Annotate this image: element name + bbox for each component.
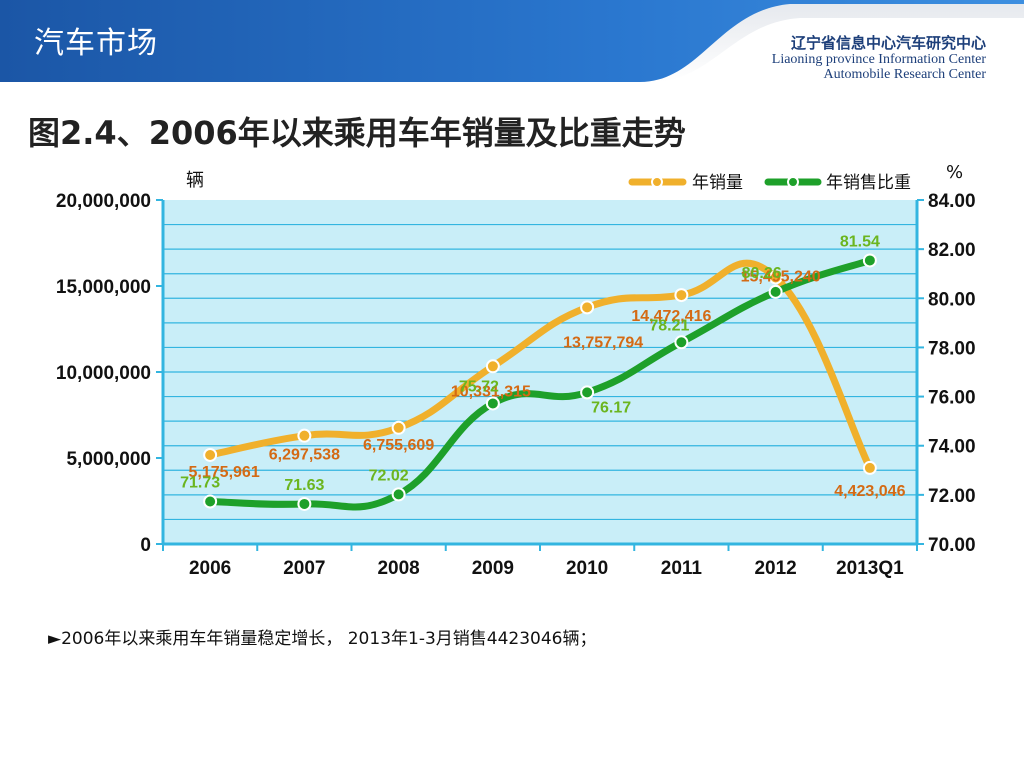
share-data-label: 71.73 — [180, 474, 220, 491]
right-tick-label: 70.00 — [928, 535, 976, 556]
right-tick-label: 78.00 — [928, 338, 976, 359]
sales-point — [203, 447, 218, 462]
sales-data-label: 6,755,609 — [363, 437, 434, 454]
figure-title: 图2.4、2006年以来乘用车年销量及比重走势 — [28, 114, 686, 152]
share-point — [391, 487, 406, 502]
header-background — [0, 0, 1024, 82]
share-point — [768, 284, 783, 299]
x-tick-label: 2013Q1 — [836, 558, 904, 579]
legend-marker-share — [787, 176, 799, 188]
x-tick-label: 2007 — [283, 558, 325, 579]
legend-label-share: 年销售比重 — [826, 173, 911, 193]
organization-name-en-line2: Automobile Research Center — [823, 67, 986, 82]
sales-point — [297, 428, 312, 443]
sales-data-label: 10,331,315 — [451, 383, 531, 400]
right-tick-label: 76.00 — [928, 388, 976, 409]
share-point — [203, 494, 218, 509]
left-tick-label: 0 — [140, 535, 151, 556]
sales-data-label: 15,495,240 — [741, 268, 821, 285]
summary-bullet: ►2006年以来乘用车年销量稳定增长， 2013年1-3月销售4423046辆； — [48, 629, 597, 649]
left-axis-unit: 辆 — [186, 170, 204, 191]
sales-point — [485, 359, 500, 374]
right-tick-label: 82.00 — [928, 240, 976, 261]
section-title: 汽车市场 — [34, 26, 158, 61]
legend-marker-sales — [651, 176, 663, 188]
right-tick-label: 74.00 — [928, 437, 976, 458]
sales-data-label: 13,757,794 — [563, 334, 643, 351]
left-tick-label: 5,000,000 — [66, 449, 151, 470]
series-line-年销售比重 — [206, 256, 874, 511]
share-point — [580, 385, 595, 400]
x-tick-label: 2012 — [754, 558, 796, 579]
header-banner: 汽车市场 辽宁省信息中心汽车研究中心 Liaoning province Inf… — [0, 0, 1024, 82]
sales-share-chart: 0 5,000,000 10,000,000 15,000,000 20,000,000… — [56, 162, 976, 579]
share-data-label: 80.26 — [742, 265, 782, 282]
legend-label-sales: 年销量 — [692, 173, 743, 193]
x-tick-label: 2010 — [566, 558, 608, 579]
right-tick-label: 80.00 — [928, 289, 976, 310]
share-point — [862, 253, 877, 268]
share-point — [297, 496, 312, 511]
sales-point — [391, 420, 406, 435]
sales-point — [862, 460, 877, 475]
sales-point — [674, 288, 689, 303]
right-tick-label: 72.00 — [928, 486, 976, 507]
right-axis-unit: % — [946, 162, 963, 183]
sales-data-label: 4,423,046 — [834, 483, 905, 500]
sales-data-label: 6,297,538 — [269, 447, 340, 464]
right-tick-label: 84.00 — [928, 191, 976, 212]
left-tick-label: 10,000,000 — [56, 363, 151, 384]
share-data-label: 76.17 — [591, 399, 631, 416]
share-point — [674, 335, 689, 350]
sales-data-label: 5,175,961 — [189, 464, 260, 481]
sales-point — [768, 270, 783, 285]
share-data-label: 71.63 — [284, 477, 324, 494]
left-tick-label: 15,000,000 — [56, 277, 151, 298]
x-tick-label: 2009 — [472, 558, 514, 579]
x-tick-label: 2008 — [377, 558, 419, 579]
sales-point — [580, 300, 595, 315]
organization-name-cn: 辽宁省信息中心汽车研究中心 — [790, 34, 986, 52]
share-data-label: 81.54 — [840, 233, 880, 250]
x-tick-label: 2011 — [661, 558, 703, 579]
sales-data-label: 14,472,416 — [631, 308, 711, 325]
x-tick-label: 2006 — [189, 558, 231, 579]
share-data-label: 72.02 — [369, 467, 409, 484]
share-point — [485, 396, 500, 411]
share-data-label: 75.72 — [459, 378, 499, 395]
share-data-label: 78.21 — [649, 317, 689, 334]
organization-name-en-line1: Liaoning province Information Center — [771, 52, 986, 67]
left-tick-label: 20,000,000 — [56, 191, 151, 212]
